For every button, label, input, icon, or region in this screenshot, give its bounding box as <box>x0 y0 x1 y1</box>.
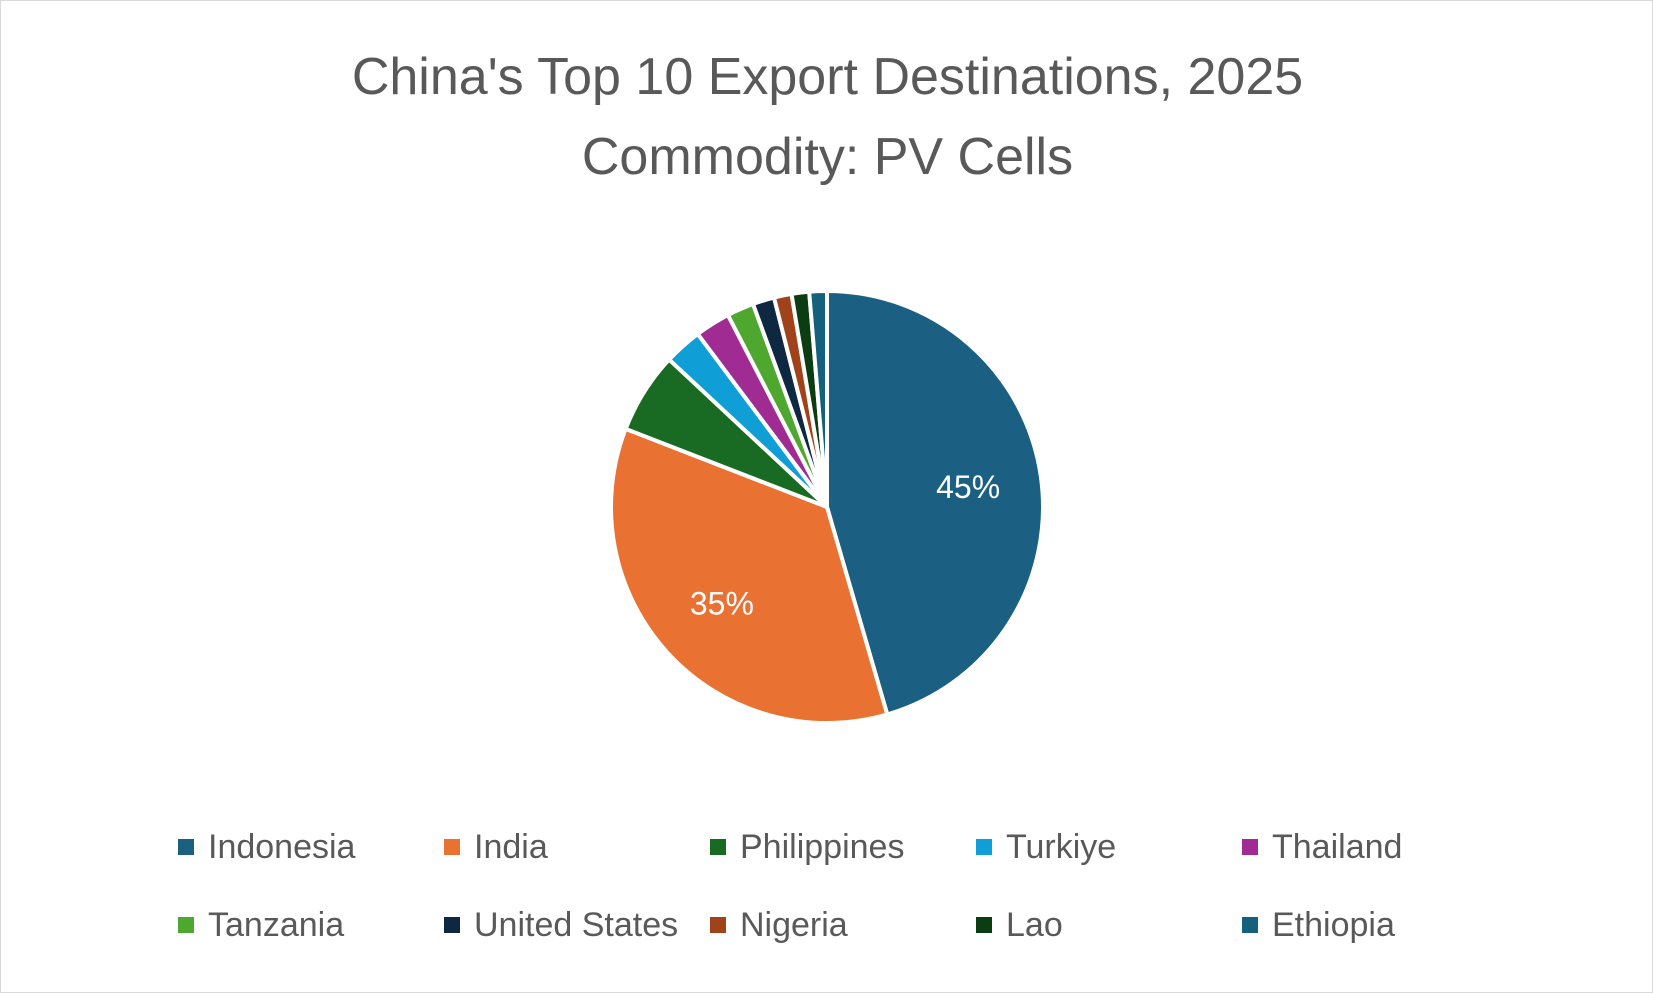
legend-item-lao: Lao <box>976 904 1242 946</box>
legend-swatch <box>1242 839 1258 855</box>
legend-label: Thailand <box>1272 827 1403 866</box>
legend-item-indonesia: Indonesia <box>178 826 444 868</box>
legend-swatch <box>444 917 460 933</box>
legend-item-india: India <box>444 826 710 868</box>
legend-swatch <box>976 839 992 855</box>
pie-slice-india <box>609 426 890 725</box>
legend-label: Indonesia <box>208 827 356 866</box>
chart-subtitle: Commodity: PV Cells <box>581 128 1074 186</box>
legend-label: India <box>474 827 548 866</box>
legend-item-philippines: Philippines <box>710 826 976 868</box>
data-label-indonesia: 45% <box>936 469 1000 505</box>
legend-item-tanzania: Tanzania <box>178 904 444 946</box>
chart-title: China's Top 10 Export Destinations, 2025 <box>351 48 1304 106</box>
legend-swatch <box>1242 917 1258 933</box>
pie-slice-indonesia <box>825 289 1045 717</box>
legend-swatch <box>178 917 194 933</box>
legend-swatch <box>178 839 194 855</box>
legend-item-united-states: United States <box>444 904 710 946</box>
legend-label: Nigeria <box>740 905 848 944</box>
legend-label: Turkiye <box>1006 827 1117 866</box>
legend-label: Lao <box>1006 905 1063 944</box>
legend-swatch <box>444 839 460 855</box>
legend-label: Ethiopia <box>1272 905 1395 944</box>
legend-label: Tanzania <box>208 905 345 944</box>
legend-swatch <box>710 839 726 855</box>
legend-swatch <box>710 917 726 933</box>
legend: Indonesia India Philippines Turkiye Thai… <box>178 826 1518 946</box>
legend-label: Philippines <box>740 827 905 866</box>
legend-item-turkiye: Turkiye <box>976 826 1242 868</box>
legend-item-ethiopia: Ethiopia <box>1242 904 1508 946</box>
legend-item-thailand: Thailand <box>1242 826 1508 868</box>
legend-item-nigeria: Nigeria <box>710 904 976 946</box>
pie-slice-ethiopia <box>807 289 829 509</box>
legend-label: United States <box>474 905 679 944</box>
data-label-india: 35% <box>690 585 754 621</box>
legend-swatch <box>976 917 992 933</box>
